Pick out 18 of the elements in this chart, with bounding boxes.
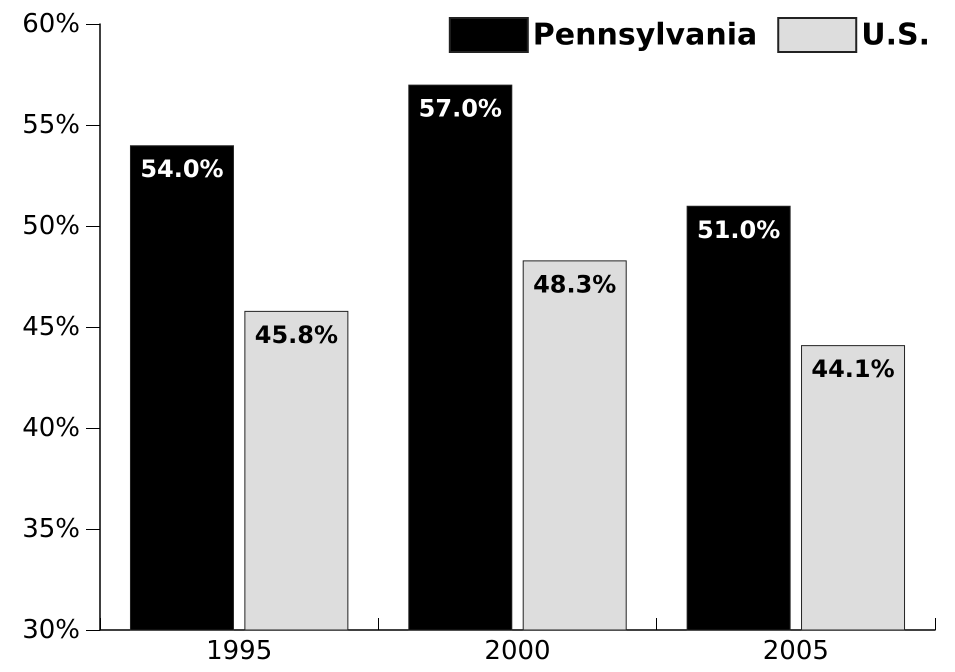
y-tick-label: 50% bbox=[22, 211, 80, 241]
legend-label: U.S. bbox=[861, 18, 930, 52]
y-tick-label: 30% bbox=[22, 615, 80, 645]
data-label: 44.1% bbox=[811, 355, 895, 384]
x-tick-label: 2000 bbox=[484, 636, 551, 666]
data-label: 48.3% bbox=[533, 270, 616, 298]
x-tick-label: 1995 bbox=[206, 636, 272, 666]
data-label: 51.0% bbox=[697, 216, 780, 244]
y-tick-label: 55% bbox=[22, 110, 80, 140]
data-label: 57.0% bbox=[418, 94, 502, 123]
data-label: 45.8% bbox=[254, 320, 338, 349]
y-tick-label: 35% bbox=[22, 514, 80, 544]
y-tick-label: 45% bbox=[22, 312, 80, 342]
y-tick-label: 40% bbox=[22, 413, 80, 443]
legend-label: Pennsylvania bbox=[532, 18, 758, 52]
y-tick-label: 60% bbox=[22, 9, 80, 39]
data-label: 54.0% bbox=[140, 155, 224, 184]
x-tick-label: 2005 bbox=[762, 636, 829, 666]
